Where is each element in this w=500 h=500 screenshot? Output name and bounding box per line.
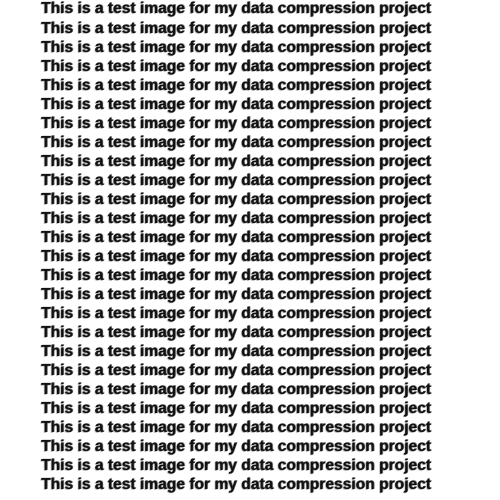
text-line: This is a test image for my data compres… [41,96,431,113]
text-line: This is a test image for my data compres… [41,381,431,398]
text-line: This is a test image for my data compres… [41,229,431,246]
text-line: This is a test image for my data compres… [41,153,431,170]
text-line: This is a test image for my data compres… [41,457,431,474]
text-line: This is a test image for my data compres… [41,172,431,189]
text-line: This is a test image for my data compres… [41,324,431,341]
text-line: This is a test image for my data compres… [41,77,431,94]
text-line: This is a test image for my data compres… [41,362,431,379]
text-line: This is a test image for my data compres… [41,0,431,17]
text-line: This is a test image for my data compres… [41,476,431,493]
text-line: This is a test image for my data compres… [41,210,431,227]
text-line: This is a test image for my data compres… [41,419,431,436]
text-line: This is a test image for my data compres… [41,58,431,75]
text-line: This is a test image for my data compres… [41,343,431,360]
text-line: This is a test image for my data compres… [41,191,431,208]
text-line: This is a test image for my data compres… [41,248,431,265]
text-line: This is a test image for my data compres… [41,115,431,132]
text-line: This is a test image for my data compres… [41,39,431,56]
text-line: This is a test image for my data compres… [41,400,431,417]
text-line: This is a test image for my data compres… [41,305,431,322]
text-line: This is a test image for my data compres… [41,286,431,303]
text-line: This is a test image for my data compres… [41,438,431,455]
text-line: This is a test image for my data compres… [41,134,431,151]
text-line: This is a test image for my data compres… [41,267,431,284]
text-line: This is a test image for my data compres… [41,20,431,37]
